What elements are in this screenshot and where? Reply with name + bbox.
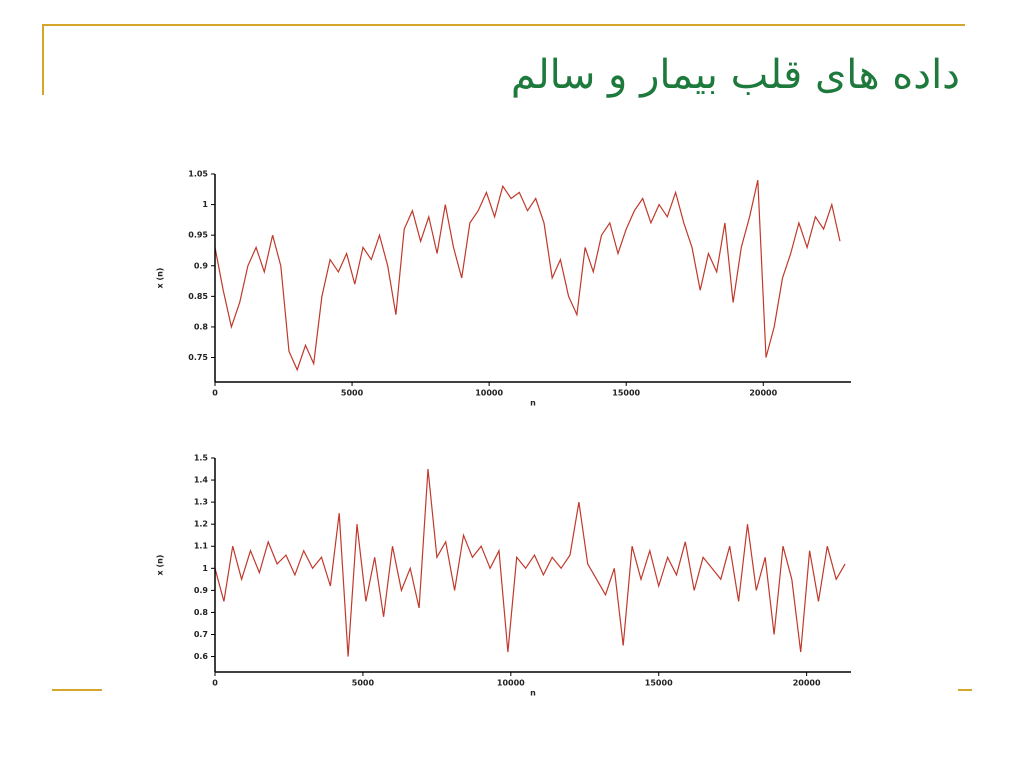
y-tick-label: 0.75 bbox=[188, 353, 208, 362]
y-tick-label: 0.7 bbox=[194, 630, 208, 639]
y-axis-label: x (n) bbox=[156, 268, 165, 289]
x-axis-label: n bbox=[530, 689, 536, 698]
x-tick-label: 15000 bbox=[645, 679, 673, 688]
x-tick-label: 5000 bbox=[341, 389, 364, 398]
y-tick-label: 1 bbox=[202, 200, 208, 209]
y-tick-label: 0.8 bbox=[194, 322, 209, 331]
y-tick-label: 1.1 bbox=[194, 542, 209, 551]
x-tick-label: 20000 bbox=[749, 389, 777, 398]
x-tick-label: 0 bbox=[212, 389, 218, 398]
y-tick-label: 0.9 bbox=[194, 586, 209, 595]
y-tick-label: 1.05 bbox=[188, 170, 208, 179]
y-tick-label: 1 bbox=[202, 564, 208, 573]
x-tick-label: 10000 bbox=[497, 679, 525, 688]
x-tick-label: 20000 bbox=[793, 679, 821, 688]
data-line bbox=[214, 468, 846, 657]
x-tick-label: 10000 bbox=[475, 389, 503, 398]
x-tick-label: 0 bbox=[212, 679, 218, 688]
x-tick-label: 5000 bbox=[352, 679, 375, 688]
data-line bbox=[214, 179, 841, 372]
y-tick-label: 1.4 bbox=[194, 476, 209, 485]
y-tick-label: 0.6 bbox=[194, 652, 209, 661]
slide-title: داده های قلب بیمار و سالم bbox=[511, 52, 960, 98]
y-tick-label: 0.8 bbox=[194, 608, 209, 617]
y-tick-label: 0.85 bbox=[188, 292, 208, 301]
y-tick-label: 0.95 bbox=[188, 231, 208, 240]
y-tick-label: 1.5 bbox=[194, 454, 209, 463]
y-tick-label: 0.9 bbox=[194, 261, 209, 270]
x-tick-label: 15000 bbox=[612, 389, 640, 398]
x-axis-label: n bbox=[530, 399, 536, 408]
y-axis-label: x (n) bbox=[156, 555, 165, 576]
y-tick-label: 1.3 bbox=[194, 498, 208, 507]
y-tick-label: 1.2 bbox=[194, 520, 208, 529]
